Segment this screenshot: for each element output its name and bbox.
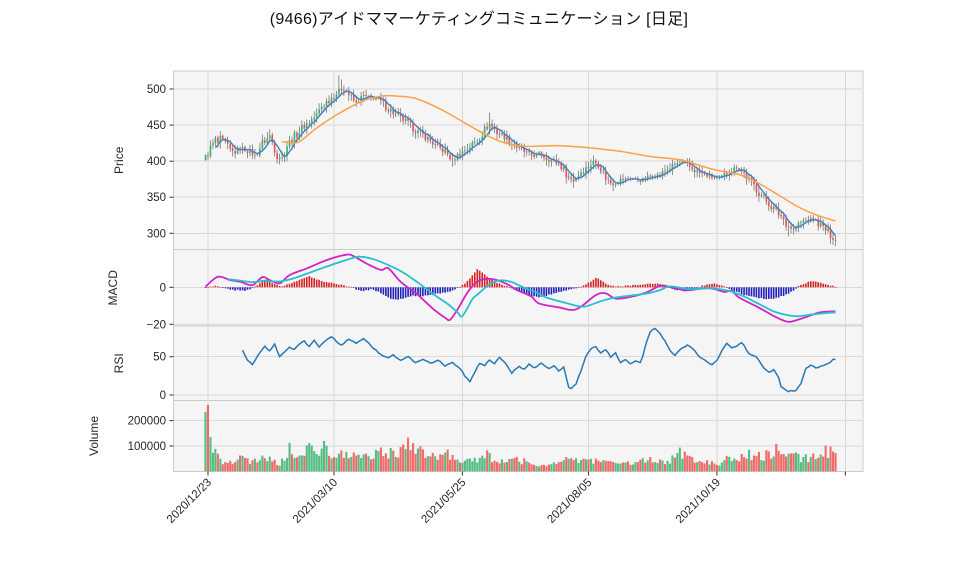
macd-tick-label: −20 — [146, 319, 166, 331]
price-tick-label: 400 — [147, 156, 166, 168]
axis-ticks — [169, 88, 846, 476]
rsi-axis-title: RSI — [112, 353, 126, 373]
price-ma-long-line — [282, 94, 836, 222]
price-tick-label: 500 — [147, 84, 166, 96]
date-tick-label: 2020/12/23 — [165, 477, 214, 526]
volume-bars — [204, 404, 837, 472]
date-tick-label: 2021/03/10 — [291, 477, 340, 526]
chart-title: (9466)アイドママーケティングコミュニケーション [日足] — [269, 11, 689, 28]
volume-axis-title: Volume — [87, 416, 101, 456]
volume-tick-label: 100000 — [128, 441, 166, 453]
volume-tick-label: 200000 — [128, 416, 166, 428]
gridlines — [173, 71, 863, 472]
rsi-line — [241, 327, 836, 393]
price-axis-title: Price — [112, 146, 126, 174]
date-tick-label: 2021/08/05 — [545, 477, 594, 526]
price-tick-label: 300 — [147, 228, 166, 240]
macd-axis-title: MACD — [106, 270, 120, 306]
macd-signal-line — [227, 255, 836, 318]
rsi-tick-label: 0 — [160, 390, 166, 402]
date-tick-label: 2021/05/25 — [419, 477, 468, 526]
rsi-tick-label: 50 — [153, 352, 166, 364]
price-tick-label: 450 — [147, 120, 166, 132]
macd-tick-label: 0 — [160, 282, 166, 294]
macd-macd-line — [204, 253, 836, 323]
date-tick-label: 2021/10/19 — [674, 477, 723, 526]
price-tick-label: 350 — [147, 192, 166, 204]
panel-backgrounds — [173, 70, 864, 472]
